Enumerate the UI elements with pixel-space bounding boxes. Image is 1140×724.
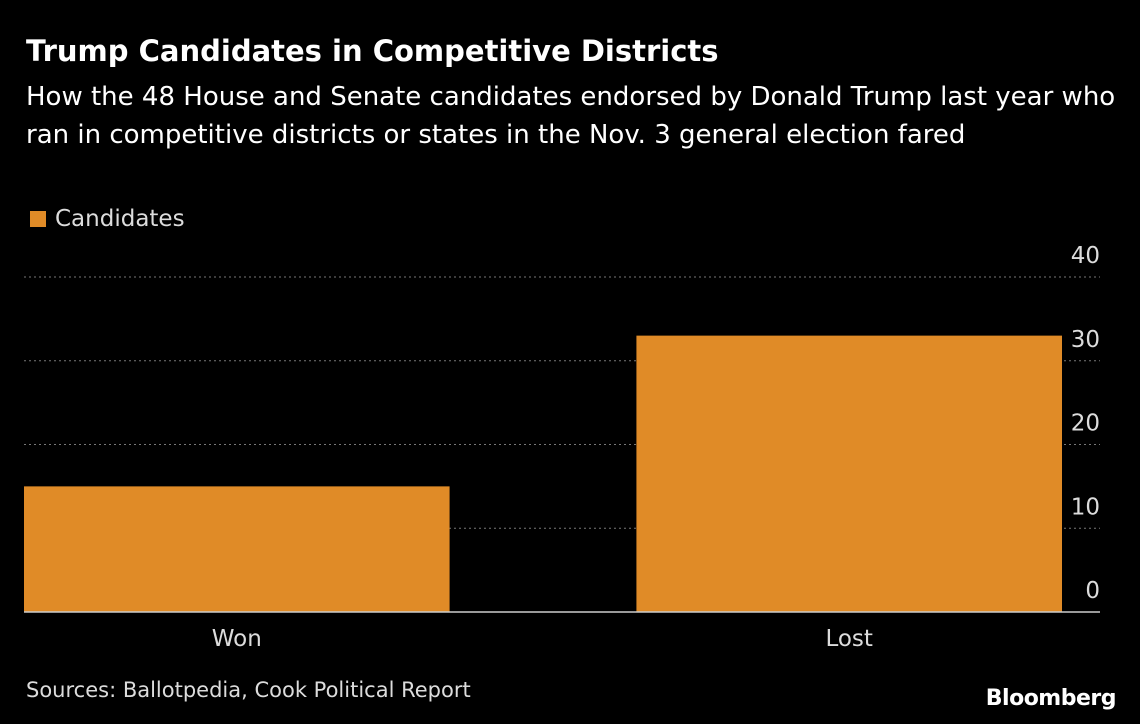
chart-title: Trump Candidates in Competitive District…	[26, 34, 719, 68]
x-tick-label-won: Won	[212, 626, 262, 652]
source-note: Sources: Ballotpedia, Cook Political Rep…	[26, 678, 471, 702]
bar-lost	[636, 335, 1062, 612]
y-tick-label: 30	[1071, 327, 1100, 353]
y-tick-label: 0	[1085, 578, 1100, 604]
chart-subtitle: How the 48 House and Senate candidates e…	[26, 82, 1116, 150]
x-tick-label-lost: Lost	[825, 626, 872, 652]
bar-won	[24, 486, 450, 612]
legend-swatch	[30, 211, 46, 227]
y-tick-label: 20	[1071, 411, 1100, 437]
y-tick-label: 10	[1071, 494, 1100, 520]
y-tick-label: 40	[1071, 243, 1100, 269]
legend-label: Candidates	[55, 206, 185, 232]
bloomberg-logo: Bloomberg	[985, 686, 1117, 711]
legend: Candidates	[30, 206, 185, 232]
